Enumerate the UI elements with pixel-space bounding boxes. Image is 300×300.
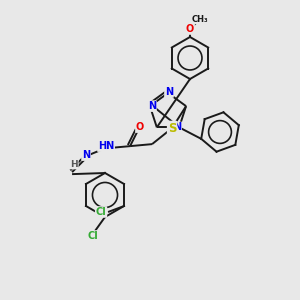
Text: H: H — [70, 160, 78, 169]
Text: N: N — [82, 150, 90, 160]
Text: N: N — [165, 87, 173, 97]
Text: O: O — [136, 122, 144, 132]
Text: O: O — [186, 24, 194, 34]
Text: HN: HN — [98, 141, 114, 151]
Text: Cl: Cl — [96, 207, 106, 217]
Text: N: N — [173, 122, 181, 132]
Text: N: N — [148, 101, 156, 111]
Text: Cl: Cl — [88, 231, 98, 241]
Text: S: S — [168, 122, 176, 135]
Text: CH₃: CH₃ — [192, 14, 208, 23]
